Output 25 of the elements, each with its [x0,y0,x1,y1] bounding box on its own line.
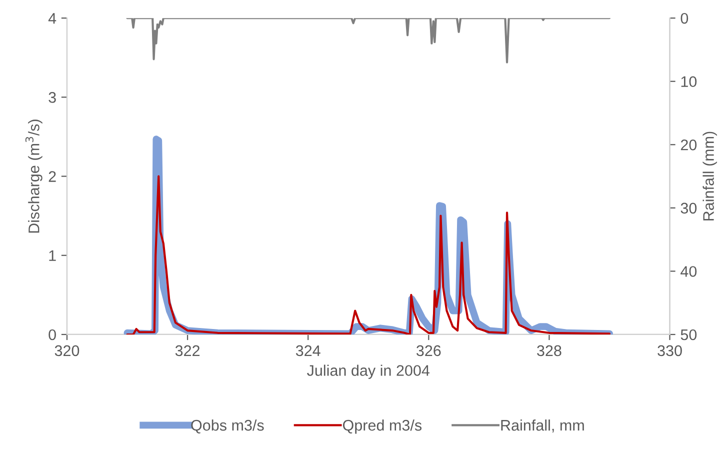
x-tick-label: 330 [658,345,682,356]
y-tick-label: 4 [48,13,56,24]
legend-label: Qobs m3/s [191,419,264,434]
x-tick-label: 322 [175,345,200,356]
x-tick-label: 320 [54,345,80,356]
y2-axis-title: Rainfall (mm) [702,132,717,220]
y2-tick-label: 30 [680,202,697,214]
y2-tick-label: 50 [680,329,697,340]
legend-label: Rainfall, mm [501,419,584,433]
x-tick-label: 328 [537,345,562,356]
y2-tick-label: 0 [680,12,688,24]
line-series [126,18,611,64]
x-axis-title: Julian day in 2004 [307,364,430,379]
x-tick-label: 326 [416,345,441,356]
y2-tick-label: 10 [681,76,697,88]
y-tick-label: 0 [48,329,56,340]
y2-tick-label: 40 [680,266,697,277]
y-axis-title: Discharge (m$^{3}$/s) [25,120,42,233]
y-tick-label: 2 [48,171,56,182]
legend-label: Qpred m3/s [342,419,422,434]
y2-tick-label: 20 [680,140,697,150]
y-tick-label: 3 [48,92,56,103]
y-tick-label: 1 [49,250,56,261]
x-tick-label: 324 [296,345,320,356]
line-series [126,175,611,334]
